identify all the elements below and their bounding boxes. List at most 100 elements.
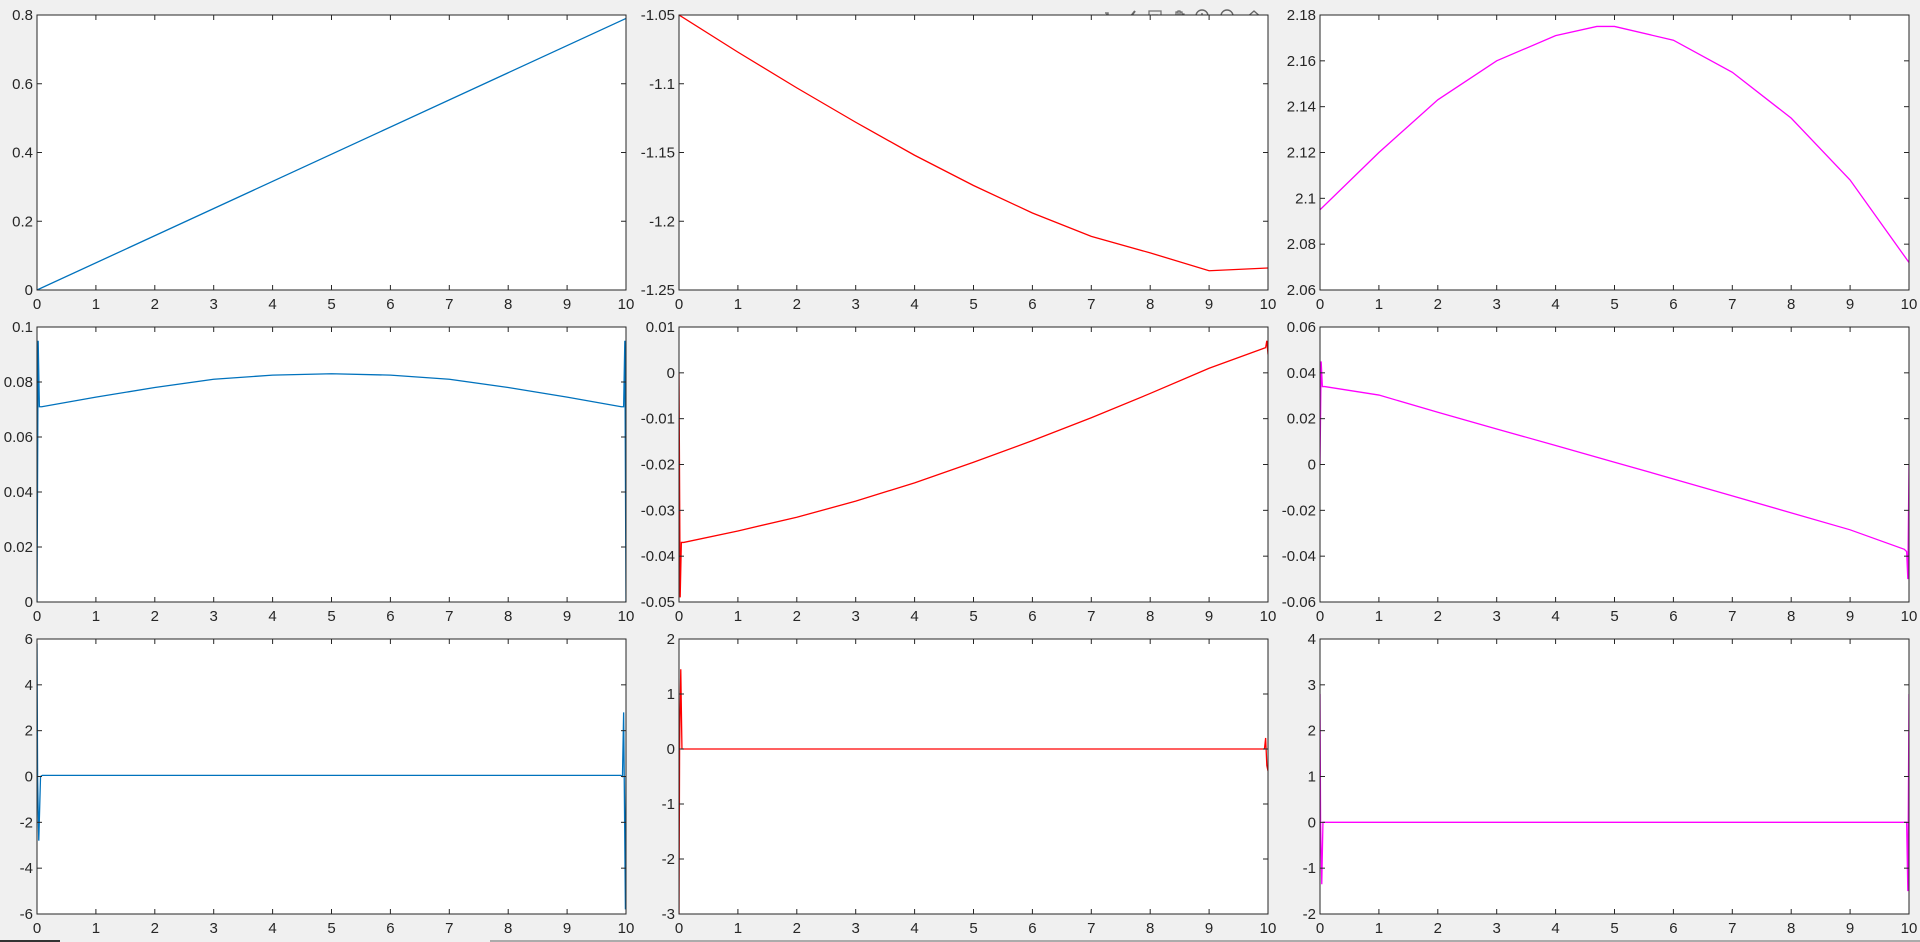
y-tick-label: 0.8 (12, 7, 33, 24)
y-tick-label: -0.02 (641, 457, 675, 474)
subplot-r2c2[interactable]: 0 1 2 3 4 5 6 7 8 9 10 -0.05 -0.04 -0.03 -0.02 -0.01 0 0.… (641, 319, 1277, 625)
x-tick-label: 1 (734, 608, 742, 625)
x-tick-label: 7 (1728, 296, 1736, 313)
y-tick-label: 2.14 (1287, 99, 1316, 116)
x-tick-label: 2 (151, 296, 159, 313)
plot-area (37, 639, 626, 914)
y-tick-label: -2 (1303, 906, 1316, 923)
x-tick-label: 9 (563, 608, 571, 625)
x-tick-label: 6 (1028, 920, 1036, 937)
x-tick-label: 8 (1146, 608, 1154, 625)
x-tick-label: 1 (1375, 296, 1383, 313)
y-tick-label: -1.1 (649, 76, 675, 93)
subplot-r2c1[interactable]: 0 1 2 3 4 5 6 7 8 9 10 0 0.02 0.04 0.06 0.08 0.1 (4, 319, 635, 625)
y-tick-label: 0.2 (12, 213, 33, 230)
x-tick-label: 1 (1375, 920, 1383, 937)
x-tick-label: 5 (1610, 920, 1618, 937)
subplot-r3c3[interactable]: 0 1 2 3 4 5 6 7 8 9 10 -2 -1 0 1 2 3 4 (1303, 631, 1918, 937)
x-tick-label: 0 (675, 296, 683, 313)
y-tick-label: 1 (667, 686, 675, 703)
x-tick-label: 9 (1846, 608, 1854, 625)
x-tick-label: 2 (1434, 920, 1442, 937)
x-tick-label: 4 (268, 608, 276, 625)
x-tick-label: 0 (1316, 608, 1324, 625)
x-tick-label: 6 (1669, 920, 1677, 937)
x-tick-label: 2 (151, 920, 159, 937)
x-tick-label: 1 (734, 920, 742, 937)
x-tick-label: 7 (1087, 608, 1095, 625)
x-tick-label: 0 (33, 608, 41, 625)
x-tick-label: 9 (1205, 296, 1213, 313)
x-tick-label: 8 (1146, 296, 1154, 313)
subplot-r1c2[interactable]: 0 1 2 3 4 5 6 7 8 9 10 -1.25 -1.2 -1.15 -1.1 -1.05 (641, 7, 1277, 313)
x-tick-label: 8 (1787, 920, 1795, 937)
x-tick-label: 5 (1610, 296, 1618, 313)
y-tick-label: -1 (662, 796, 675, 813)
x-tick-label: 9 (1846, 920, 1854, 937)
y-tick-label: -4 (20, 860, 33, 877)
x-tick-label: 3 (210, 920, 218, 937)
x-tick-label: 0 (33, 296, 41, 313)
x-tick-label: 6 (1669, 608, 1677, 625)
x-tick-label: 1 (1375, 608, 1383, 625)
x-tick-label: 5 (327, 920, 335, 937)
subplot-r1c3[interactable]: 0 1 2 3 4 5 6 7 8 9 10 2.06 2.08 2.1 2.12 2.14 2.16 2.18 (1287, 7, 1918, 313)
y-tick-label: 0.6 (12, 76, 33, 93)
y-tick-label: 0 (25, 594, 33, 611)
subplot-r2c3[interactable]: 0 1 2 3 4 5 6 7 8 9 10 -0.06 -0.04 -0.02 0 0.02 0.04 0.06 (1282, 319, 1918, 625)
y-tick-label: 0 (667, 741, 675, 758)
x-tick-label: 7 (1087, 296, 1095, 313)
x-tick-label: 2 (151, 608, 159, 625)
series-line (37, 340, 626, 602)
y-tick-label: 2.08 (1287, 236, 1316, 253)
y-tick-label: 0.01 (646, 319, 675, 336)
subplot-r1c1[interactable]: 0 1 2 3 4 5 6 7 8 9 10 0 0.2 0.4 0.6 0.8 (12, 7, 634, 313)
x-tick-label: 4 (1551, 296, 1559, 313)
x-tick-label: 8 (1146, 920, 1154, 937)
x-tick-label: 7 (445, 296, 453, 313)
y-tick-label: -0.04 (641, 548, 675, 565)
plot-area (1320, 15, 1909, 290)
x-tick-label: 3 (1493, 296, 1501, 313)
subplot-r3c1[interactable]: 0 1 2 3 4 5 6 7 8 9 10 -6 -4 -2 0 2 4 6 (20, 631, 635, 937)
y-tick-label: 1 (1308, 769, 1316, 786)
y-tick-label: -0.01 (641, 411, 675, 428)
x-tick-label: 10 (1901, 296, 1918, 313)
y-tick-label: -0.03 (641, 502, 675, 519)
y-tick-label: 0 (667, 365, 675, 382)
x-tick-label: 5 (969, 296, 977, 313)
y-tick-label: 2.1 (1295, 190, 1316, 207)
x-tick-label: 0 (675, 608, 683, 625)
x-tick-label: 3 (210, 296, 218, 313)
y-tick-label: 2.06 (1287, 282, 1316, 299)
y-tick-label: -1.05 (641, 7, 675, 24)
x-tick-label: 3 (1493, 920, 1501, 937)
x-tick-label: 10 (1901, 920, 1918, 937)
x-tick-label: 3 (852, 296, 860, 313)
y-tick-label: 2.12 (1287, 145, 1316, 162)
x-tick-label: 2 (1434, 608, 1442, 625)
y-tick-label: 6 (25, 631, 33, 648)
series-line (37, 643, 626, 910)
x-tick-label: 0 (1316, 296, 1324, 313)
x-tick-label: 10 (618, 608, 635, 625)
x-tick-label: 9 (563, 296, 571, 313)
y-tick-label: -0.06 (1282, 594, 1316, 611)
x-tick-label: 2 (793, 296, 801, 313)
x-tick-label: 6 (386, 920, 394, 937)
x-tick-label: 4 (910, 296, 918, 313)
series-line (1320, 361, 1909, 580)
plot-area (679, 327, 1268, 602)
x-tick-label: 10 (618, 920, 635, 937)
x-tick-label: 9 (1205, 920, 1213, 937)
y-tick-label: 0.08 (4, 374, 33, 391)
x-tick-label: 6 (386, 296, 394, 313)
y-tick-label: 2.16 (1287, 53, 1316, 70)
plot-area (679, 639, 1268, 914)
series-line (679, 15, 1268, 272)
y-tick-label: 2 (667, 631, 675, 648)
y-tick-label: 0 (1308, 814, 1316, 831)
series-line (679, 340, 1268, 598)
y-tick-label: 0.04 (1287, 365, 1316, 382)
subplot-r3c2[interactable]: 0 1 2 3 4 5 6 7 8 9 10 -3 -2 -1 0 1 2 (662, 631, 1277, 937)
